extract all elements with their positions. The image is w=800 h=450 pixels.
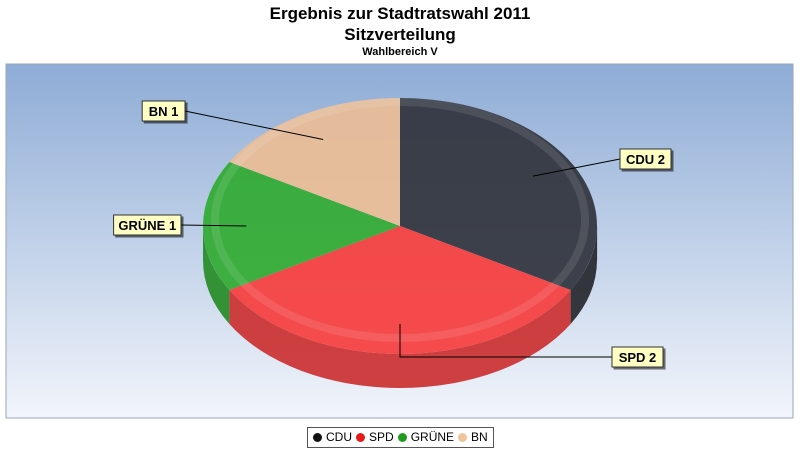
chart-subtitle: Wahlbereich V (362, 46, 438, 58)
legend-swatch-bn (458, 433, 468, 442)
data-label-cdu: CDU 2 (626, 152, 665, 167)
legend-label: GRÜNE (410, 430, 455, 444)
pie-slice-bn (229, 98, 400, 226)
chart-title-line1: Ergebnis zur Stadtratswahl 2011 (269, 4, 531, 23)
legend-label: BN (471, 430, 488, 444)
leader-line-cdu (532, 158, 621, 177)
legend-swatch-cdu (313, 433, 322, 442)
pie-side-spd (229, 290, 571, 388)
pie-slices (203, 98, 598, 388)
legend-swatch-spd (356, 433, 365, 442)
data-label-box-bn (141, 100, 186, 122)
pie-slice-cdu (400, 98, 597, 290)
pie-side-cdu (570, 226, 597, 324)
legend-item-cdu: CDU (313, 428, 352, 447)
pie-slice-spd (229, 226, 571, 354)
legend-item-bn: BN (458, 428, 488, 447)
chart-title-line2: Sitzverteilung (344, 25, 456, 44)
legend-item-gr-ne: GRÜNE (397, 428, 455, 447)
pie-slice-gr-ne (203, 162, 400, 290)
data-label-box-spd (611, 346, 664, 368)
legend-label: CDU (326, 430, 352, 444)
legend-item-spd: SPD (356, 428, 394, 447)
legend: CDU SPD GRÜNE BN (307, 427, 494, 448)
data-label-gr-ne: GRÜNE 1 (118, 218, 176, 233)
data-label-box-gr-ne (113, 214, 182, 236)
leader-line-spd (399, 323, 612, 358)
pie-side-gr-ne (203, 226, 230, 324)
data-label-bn: BN 1 (149, 104, 179, 119)
data-label-spd: SPD 2 (619, 350, 657, 365)
data-label-box-cdu (619, 148, 672, 170)
legend-label: SPD (369, 430, 394, 444)
chart-title: Ergebnis zur Stadtratswahl 2011 Sitzvert… (0, 3, 800, 45)
leader-line-gr-ne (180, 224, 247, 227)
leader-line-bn (184, 110, 324, 141)
data-labels: CDU 2 SPD 2 GRÜNE 1 BN 1 (113, 100, 672, 368)
legend-swatch-gr-ne (397, 433, 407, 442)
